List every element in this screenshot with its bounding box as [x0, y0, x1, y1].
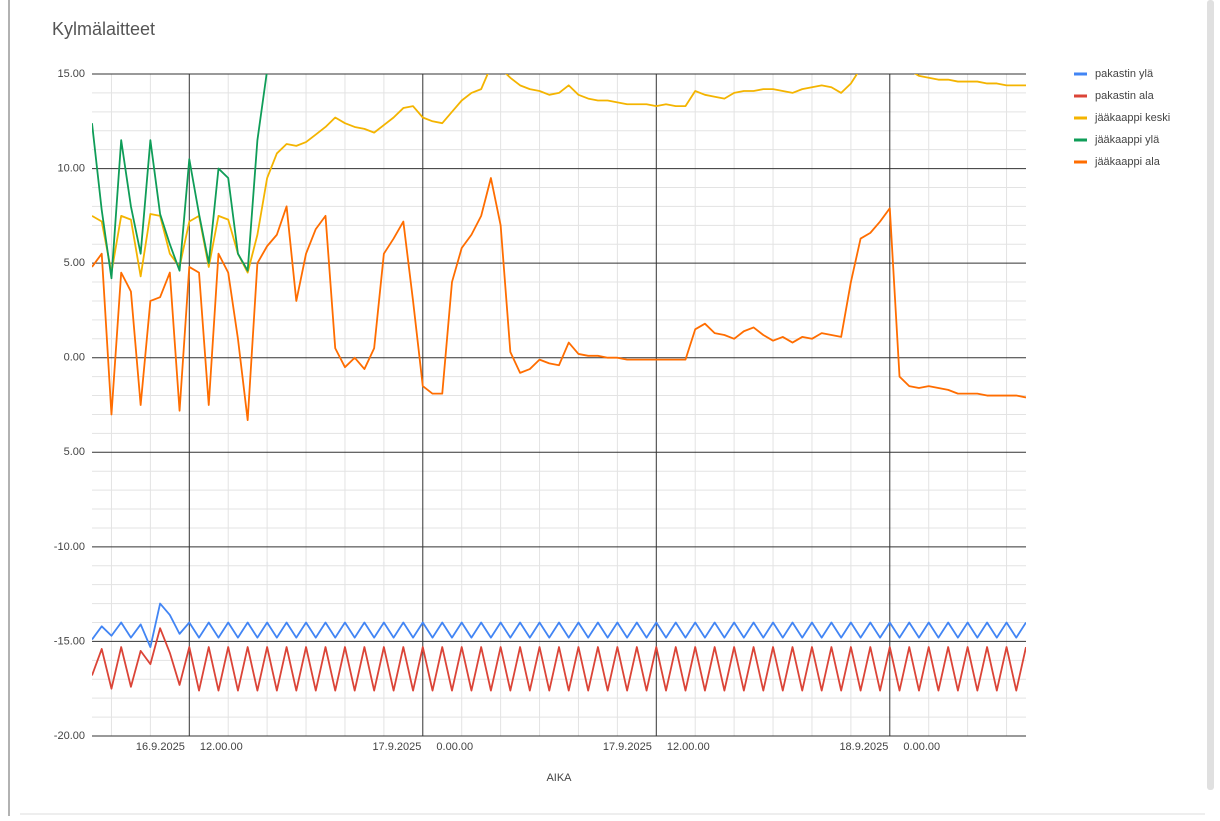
y-tick-label: 10.00: [57, 162, 85, 174]
y-tick-label: 0.00: [64, 352, 85, 364]
legend-label: jääkaappi ylä: [1094, 134, 1160, 146]
y-tick-label: 5.00: [64, 446, 85, 458]
chart-title: Kylmälaitteet: [52, 19, 155, 39]
series-line: [92, 602, 1026, 648]
series-line: [92, 74, 268, 280]
series-line: [92, 177, 1026, 422]
x-tick-label: 17.9.2025 12.00.00: [603, 741, 710, 753]
x-tick-label: 17.9.2025 0.00.00: [372, 741, 473, 753]
legend-label: pakastin ala: [1095, 90, 1155, 102]
legend-label: pakastin ylä: [1095, 68, 1154, 80]
scrollbar[interactable]: [1207, 0, 1214, 790]
legend-label: jääkaappi ala: [1094, 156, 1161, 168]
x-axis-title: AIKA: [546, 772, 572, 784]
legend: pakastin ylä pakastin ala jääkaappi keski j…: [1074, 68, 1170, 168]
legend-label: jääkaappi keski: [1094, 112, 1170, 124]
y-tick-label: -15.00: [54, 635, 85, 647]
series-line: [92, 627, 1026, 692]
y-tick-label: 15.00: [57, 68, 85, 80]
y-tick-label: 5.00: [64, 257, 85, 269]
x-tick-label: 16.9.2025 12.00.00: [136, 741, 243, 753]
plot: [92, 74, 1026, 692]
x-tick-label: 18.9.2025 0.00.00: [839, 741, 940, 753]
y-tick-label: -20.00: [54, 730, 85, 742]
grid: -20.00 -15.00 -10.00 5.00 0.00 5.00 10.00 15.00…: [54, 68, 1026, 753]
series-line: [92, 74, 1026, 278]
y-tick-label: -10.00: [54, 541, 85, 553]
